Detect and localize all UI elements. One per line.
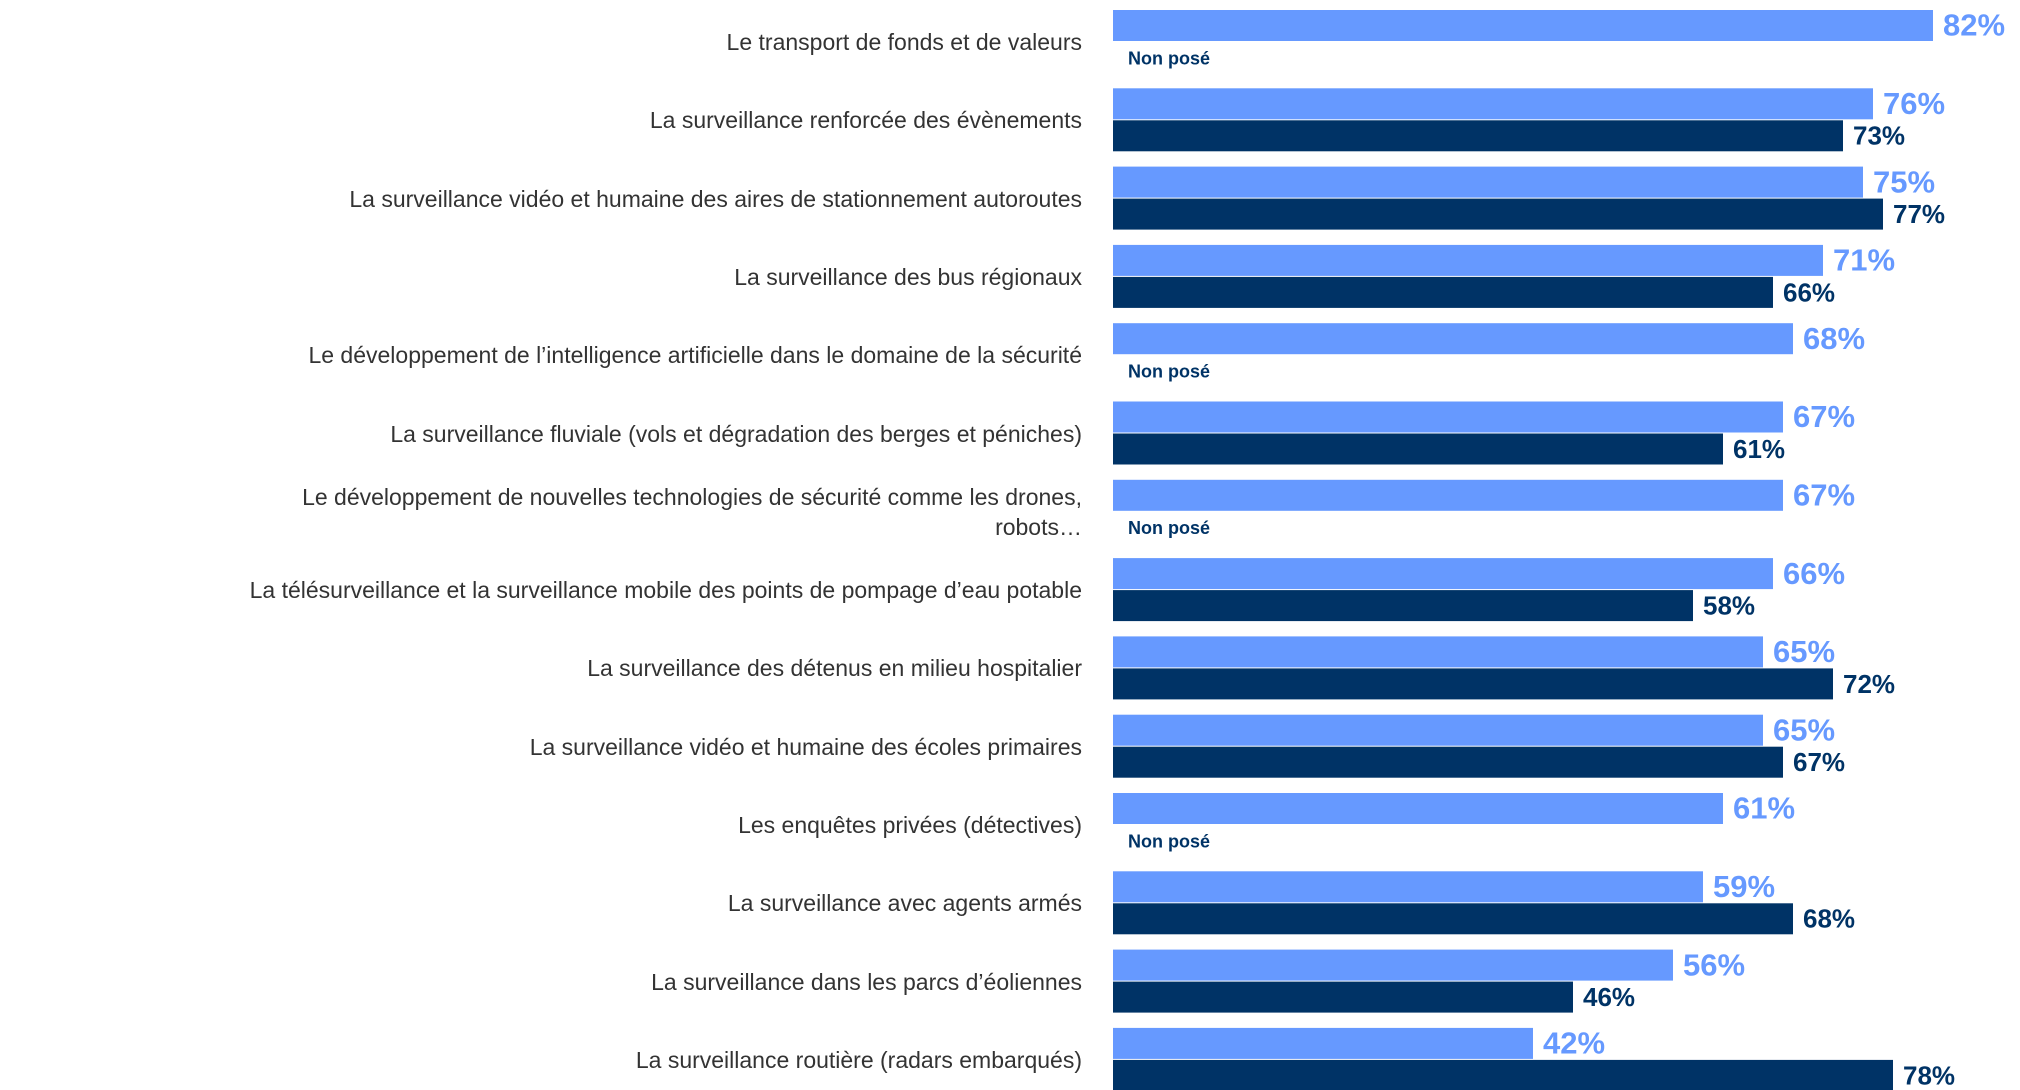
bar bbox=[1113, 276, 1773, 308]
category-label: La surveillance renforcée des évènements bbox=[649, 107, 1082, 134]
bar bbox=[1113, 433, 1723, 465]
value-label: 77% bbox=[1893, 199, 1945, 229]
value-label: 68% bbox=[1803, 904, 1855, 934]
value-label: 67% bbox=[1793, 747, 1845, 777]
null-label: Non posé bbox=[1128, 48, 1210, 68]
value-label: 72% bbox=[1843, 669, 1895, 699]
bar bbox=[1113, 323, 1793, 355]
value-label: 66% bbox=[1783, 556, 1845, 591]
bar bbox=[1113, 120, 1843, 152]
category-label: La surveillance routière (radars embarqu… bbox=[635, 1046, 1082, 1073]
value-label: 78% bbox=[1903, 1060, 1955, 1090]
value-label: 73% bbox=[1853, 121, 1905, 151]
bar bbox=[1113, 10, 1933, 41]
category-label: La surveillance dans les parcs d’éolienn… bbox=[651, 968, 1082, 995]
null-label: Non posé bbox=[1128, 831, 1210, 851]
bar bbox=[1113, 668, 1833, 700]
bar bbox=[1113, 793, 1723, 824]
value-label: 65% bbox=[1773, 634, 1835, 669]
value-label: 61% bbox=[1733, 791, 1795, 826]
value-label: 66% bbox=[1783, 277, 1835, 307]
bar bbox=[1113, 166, 1863, 198]
value-label: 68% bbox=[1803, 321, 1865, 356]
category-label: Les enquêtes privées (détectives) bbox=[738, 812, 1082, 838]
value-label: 82% bbox=[1943, 8, 2005, 43]
category-label: La surveillance des bus régionaux bbox=[734, 263, 1082, 290]
bar bbox=[1113, 1027, 1533, 1059]
category-label: La télésurveillance et la surveillance m… bbox=[249, 577, 1082, 604]
value-label: 76% bbox=[1883, 86, 1945, 121]
bar bbox=[1113, 871, 1703, 903]
value-label: 46% bbox=[1583, 982, 1635, 1012]
category-label: La surveillance des détenus en milieu ho… bbox=[587, 655, 1082, 682]
category-label: La surveillance vidéo et humaine des éco… bbox=[529, 733, 1082, 760]
bar bbox=[1113, 714, 1763, 746]
value-label: 75% bbox=[1873, 164, 1935, 199]
category-label: Le transport de fonds et de valeurs bbox=[726, 29, 1082, 55]
bar bbox=[1113, 1059, 1893, 1090]
bar bbox=[1113, 949, 1673, 981]
value-label: 59% bbox=[1713, 869, 1775, 904]
value-label: 65% bbox=[1773, 712, 1835, 747]
value-label: 67% bbox=[1793, 477, 1855, 512]
bar bbox=[1113, 558, 1773, 590]
category-label: La surveillance avec agents armés bbox=[727, 890, 1082, 917]
category-label: La surveillance vidéo et humaine des air… bbox=[349, 185, 1082, 212]
null-label: Non posé bbox=[1128, 361, 1210, 381]
category-label: La surveillance fluviale (vols et dégrad… bbox=[390, 420, 1082, 447]
bar bbox=[1113, 903, 1793, 935]
bar bbox=[1113, 479, 1783, 511]
bar bbox=[1113, 636, 1763, 668]
value-label: 67% bbox=[1793, 399, 1855, 434]
bar bbox=[1113, 590, 1693, 622]
value-label: 56% bbox=[1683, 947, 1745, 982]
bar bbox=[1113, 746, 1783, 778]
bar bbox=[1113, 198, 1883, 230]
bar bbox=[1113, 88, 1873, 120]
bar bbox=[1113, 401, 1783, 433]
category-label: Le développement de nouvelles technologi… bbox=[302, 483, 1082, 540]
value-label: 61% bbox=[1733, 434, 1785, 464]
value-label: 42% bbox=[1543, 1026, 1605, 1061]
bar bbox=[1113, 244, 1823, 276]
value-label: 71% bbox=[1833, 243, 1895, 278]
category-label: Le développement de l’intelligence artif… bbox=[308, 342, 1082, 369]
null-label: Non posé bbox=[1128, 518, 1210, 538]
bar bbox=[1113, 981, 1573, 1013]
value-label: 58% bbox=[1703, 590, 1755, 620]
